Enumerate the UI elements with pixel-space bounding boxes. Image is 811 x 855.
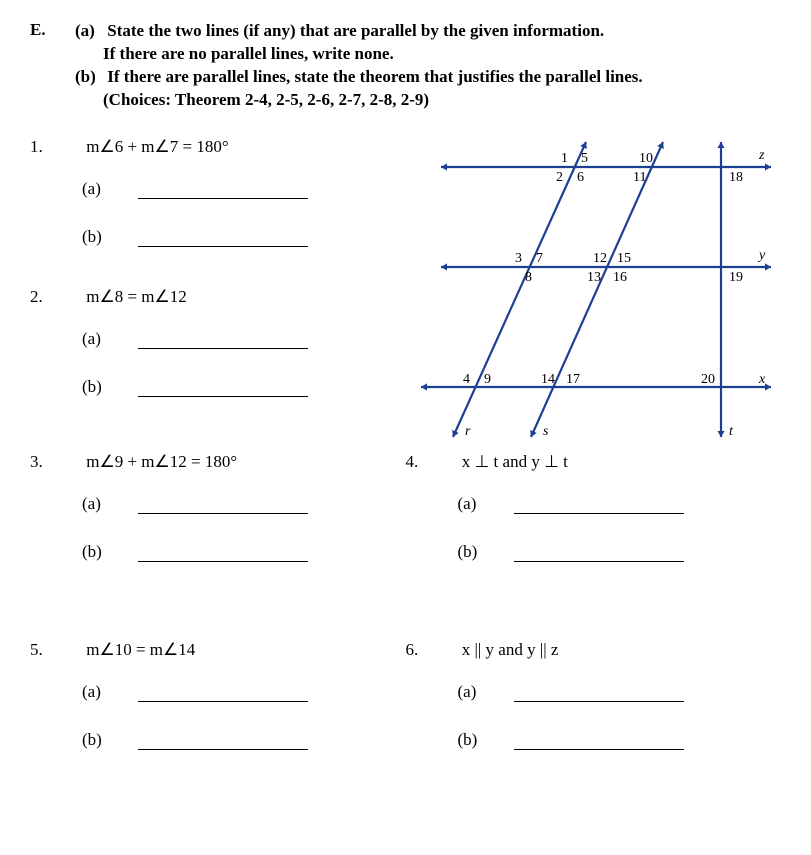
svg-text:x: x (758, 372, 766, 387)
problem-5-a-label: (a) (82, 682, 138, 702)
problem-5: 5. m∠10 = m∠14 (a) (b) (30, 640, 406, 778)
problem-6: 6. x || y and y || z (a) (b) (406, 640, 782, 778)
problem-5-num: 5. (30, 640, 82, 660)
svg-text:20: 20 (701, 372, 715, 387)
problem-4-a-label: (a) (458, 494, 514, 514)
problem-1-b-blank[interactable] (138, 227, 308, 247)
header-b-text2: (Choices: Theorem 2-4, 2-5, 2-6, 2-7, 2-… (103, 90, 429, 109)
svg-text:z: z (758, 148, 765, 163)
svg-text:7: 7 (536, 251, 543, 266)
problem-4-b-blank[interactable] (514, 542, 684, 562)
problem-2-b-label: (b) (82, 377, 138, 397)
problem-5-given: m∠10 = m∠14 (86, 640, 195, 660)
svg-text:t: t (729, 424, 734, 439)
problem-2-a-blank[interactable] (138, 329, 308, 349)
svg-text:y: y (757, 248, 766, 263)
svg-text:3: 3 (515, 251, 522, 266)
problem-1-given: m∠6 + m∠7 = 180° (86, 137, 228, 157)
svg-text:17: 17 (566, 372, 580, 387)
problem-5-b-blank[interactable] (138, 730, 308, 750)
problem-4-num: 4. (406, 452, 458, 472)
problem-1-a-blank[interactable] (138, 179, 308, 199)
svg-text:r: r (465, 424, 471, 439)
problem-6-a-label: (a) (458, 682, 514, 702)
problem-3-a-blank[interactable] (138, 494, 308, 514)
problem-3-num: 3. (30, 452, 82, 472)
svg-text:s: s (543, 424, 549, 439)
problem-5-b-label: (b) (82, 730, 138, 750)
problem-4-a-blank[interactable] (514, 494, 684, 514)
svg-text:4: 4 (463, 372, 470, 387)
svg-text:5: 5 (581, 151, 588, 166)
problem-6-given: x || y and y || z (462, 640, 559, 660)
header-b-label: (b) (75, 66, 103, 89)
svg-text:18: 18 (729, 170, 743, 185)
problem-4: 4. x ⊥ t and y ⊥ t (a) (b) (406, 452, 782, 590)
problem-6-a-blank[interactable] (514, 682, 684, 702)
problem-2: 2. m∠8 = m∠12 (a) (b) (30, 287, 401, 397)
problem-1-a-label: (a) (82, 179, 138, 199)
problems-area: 1. m∠6 + m∠7 = 180° (a) (b) 2. m∠8 = m∠1… (30, 137, 781, 778)
problem-3-a-label: (a) (82, 494, 138, 514)
svg-text:14: 14 (541, 372, 555, 387)
svg-text:1: 1 (561, 151, 568, 166)
problem-3-given: m∠9 + m∠12 = 180° (86, 452, 237, 472)
svg-text:9: 9 (484, 372, 491, 387)
svg-text:19: 19 (729, 270, 743, 285)
problem-1-num: 1. (30, 137, 82, 157)
section-letter: E. (30, 20, 75, 112)
problem-1: 1. m∠6 + m∠7 = 180° (a) (b) (30, 137, 401, 247)
header-b-text1: If there are parallel lines, state the t… (107, 67, 642, 86)
problem-2-b-blank[interactable] (138, 377, 308, 397)
header-instructions: (a) State the two lines (if any) that ar… (75, 20, 643, 112)
svg-text:10: 10 (639, 151, 653, 166)
problem-3-b-label: (b) (82, 542, 138, 562)
geometry-diagram: z y x r s t 15 26 10 11 18 378 12 15 13 16 19 49 14 17 20 (401, 137, 781, 452)
problem-2-given: m∠8 = m∠12 (86, 287, 187, 307)
problem-2-a-label: (a) (82, 329, 138, 349)
svg-text:15: 15 (617, 251, 631, 266)
svg-text:2: 2 (556, 170, 563, 185)
problem-2-num: 2. (30, 287, 82, 307)
problem-3-b-blank[interactable] (138, 542, 308, 562)
problem-5-a-blank[interactable] (138, 682, 308, 702)
header-a-text2: If there are no parallel lines, write no… (103, 44, 394, 63)
svg-text:6: 6 (577, 170, 584, 185)
header-row: E. (a) State the two lines (if any) that… (30, 20, 781, 112)
svg-text:12: 12 (593, 251, 607, 266)
problem-1-b-label: (b) (82, 227, 138, 247)
problem-4-b-label: (b) (458, 542, 514, 562)
header-a-label: (a) (75, 20, 103, 43)
svg-text:11: 11 (633, 170, 646, 185)
problem-6-num: 6. (406, 640, 458, 660)
svg-text:8: 8 (525, 270, 532, 285)
problem-4-given: x ⊥ t and y ⊥ t (462, 452, 568, 472)
svg-text:13: 13 (587, 270, 601, 285)
header-a-text1: State the two lines (if any) that are pa… (107, 21, 604, 40)
problem-3: 3. m∠9 + m∠12 = 180° (a) (b) (30, 452, 406, 590)
problem-6-b-label: (b) (458, 730, 514, 750)
svg-text:16: 16 (613, 270, 627, 285)
problem-6-b-blank[interactable] (514, 730, 684, 750)
